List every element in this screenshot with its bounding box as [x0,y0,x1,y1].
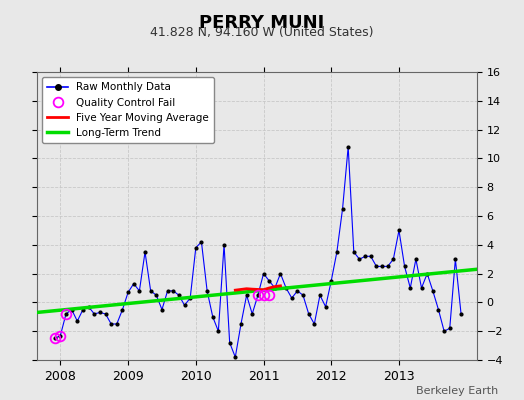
Y-axis label: Temperature Anomaly (°C): Temperature Anomaly (°C) [522,142,524,290]
Text: 41.828 N, 94.160 W (United States): 41.828 N, 94.160 W (United States) [150,26,374,39]
Legend: Raw Monthly Data, Quality Control Fail, Five Year Moving Average, Long-Term Tren: Raw Monthly Data, Quality Control Fail, … [42,77,214,143]
Text: Berkeley Earth: Berkeley Earth [416,386,498,396]
Text: PERRY MUNI: PERRY MUNI [199,14,325,32]
